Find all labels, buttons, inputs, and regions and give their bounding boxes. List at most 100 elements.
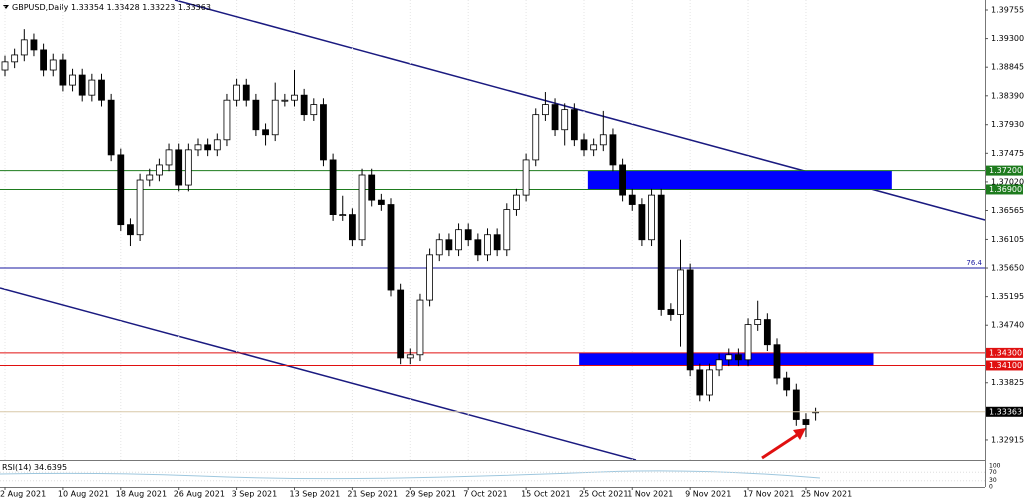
symbol: GBPUSD,Daily [12, 3, 69, 12]
candle-body [435, 239, 443, 256]
candle-body [570, 109, 578, 141]
candle-body [98, 79, 105, 101]
candle-body [165, 149, 173, 166]
candle-body [426, 254, 434, 301]
candle-body [532, 114, 540, 161]
candle-body [503, 209, 511, 251]
candle-body [175, 149, 183, 186]
candle-body [445, 239, 453, 251]
x-tick-label: 9 Nov 2021 [685, 490, 731, 499]
candle-body [406, 354, 414, 359]
candle-body [387, 204, 395, 291]
candle-body [493, 234, 501, 251]
candle-body [310, 104, 318, 116]
candle-body [242, 84, 250, 101]
x-tick-label: 17 Nov 2021 [743, 490, 794, 499]
rsi-tick-label: 0 [989, 484, 993, 491]
rsi-tick-label: 100 [989, 463, 1001, 470]
trend-line [0, 287, 637, 461]
candle-body [474, 239, 482, 256]
candle-body [49, 59, 57, 71]
candle-body [271, 99, 279, 136]
y-tick-label: 1.39300 [991, 34, 1024, 43]
level-note: 76.4 [966, 259, 982, 267]
candle-body [754, 319, 762, 326]
x-tick-label: 2 Aug 2021 [0, 490, 46, 499]
rsi-name: RSI(14) [2, 463, 31, 472]
candle-body [117, 154, 125, 226]
candle-body [78, 74, 86, 96]
candle-body [686, 269, 694, 371]
candle-body [715, 359, 723, 371]
y-tick-label: 1.34740 [991, 321, 1024, 330]
close: 1.33363 [178, 3, 211, 12]
rsi-value: 34.6395 [34, 463, 67, 472]
x-tick-label: 1 Nov 2021 [627, 490, 673, 499]
y-tick-label: 1.37930 [991, 120, 1024, 129]
candle-body [397, 289, 405, 359]
candle-body [204, 144, 212, 151]
candle-body [783, 377, 791, 391]
candle-body [792, 389, 800, 420]
candle-body [146, 174, 154, 181]
y-tick-label: 1.33825 [991, 378, 1024, 387]
rsi-tick-label: 70 [989, 469, 997, 476]
candle-body [136, 179, 144, 236]
candle-body [30, 39, 38, 51]
candle-body [213, 139, 221, 151]
candle-body [802, 419, 810, 425]
candle-body [619, 164, 626, 196]
candle-body [320, 104, 327, 161]
y-tick-label: 1.38390 [991, 91, 1024, 100]
x-tick-label: 21 Sep 2021 [347, 490, 398, 499]
candle-body [155, 164, 163, 176]
candle-body [773, 344, 781, 379]
candle-body [223, 99, 231, 141]
x-tick-label: 3 Sep 2021 [232, 490, 278, 499]
high: 1.33428 [107, 3, 140, 12]
candle-body [348, 214, 356, 241]
y-tick-label: 1.37020 [991, 177, 1024, 186]
candle-body [184, 149, 192, 186]
candle-body [291, 94, 298, 101]
candle-body [40, 49, 47, 71]
arrow-head [793, 428, 806, 440]
x-tick-label: 18 Aug 2021 [116, 490, 167, 499]
rsi-tick-label: 30 [989, 477, 997, 484]
y-tick-label: 1.35650 [991, 264, 1024, 273]
y-tick-label: 1.37475 [991, 149, 1024, 158]
level-label-bg [986, 347, 1023, 358]
x-tick-label: 10 Aug 2021 [58, 490, 109, 499]
candle-body [590, 144, 598, 151]
candle-body [725, 354, 733, 361]
candle-body [522, 159, 530, 196]
candle-body [339, 214, 347, 216]
candle-body [194, 144, 202, 151]
level-label: 1.34300 [989, 348, 1022, 357]
level-label-bg [986, 165, 1023, 176]
zone [587, 170, 892, 190]
candle-body [464, 229, 472, 241]
candle-body [329, 159, 337, 215]
candle-body [484, 234, 491, 256]
candle-body [763, 319, 771, 346]
candle-body [233, 84, 241, 101]
open: 1.33354 [71, 3, 104, 12]
y-tick-label: 1.36105 [991, 235, 1024, 244]
candle-body [252, 99, 260, 131]
candle-body [638, 204, 646, 241]
y-tick-label: 1.38845 [991, 63, 1024, 72]
candle-body [551, 104, 559, 131]
candle-body [657, 194, 665, 310]
x-tick-label: 25 Oct 2021 [579, 490, 628, 499]
candle-body [735, 354, 742, 361]
y-tick-label: 1.36565 [991, 206, 1024, 215]
candle-body [455, 229, 462, 251]
candle-body [377, 199, 385, 205]
x-tick-label: 25 Nov 2021 [801, 490, 852, 499]
x-tick-label: 29 Sep 2021 [405, 490, 456, 499]
candle-body [667, 309, 675, 315]
x-tick-label: 7 Oct 2021 [463, 490, 507, 499]
chart-title: GBPUSD,Daily 1.33354 1.33428 1.33223 1.3… [12, 3, 211, 12]
